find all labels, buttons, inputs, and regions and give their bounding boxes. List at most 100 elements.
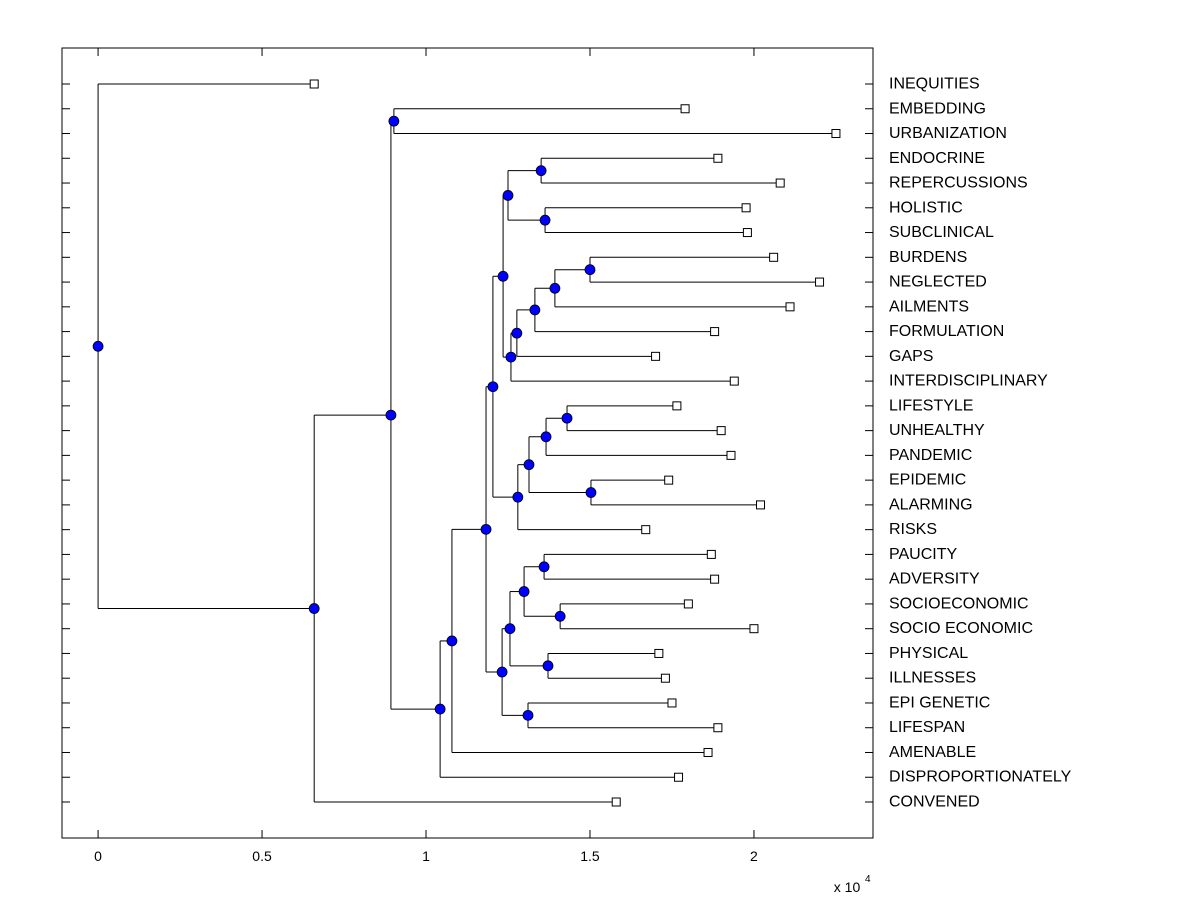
leaf-marker xyxy=(742,228,752,238)
leaf-label: ADVERSITY xyxy=(889,571,980,588)
x-tick-label: 0.5 xyxy=(252,848,272,864)
leaf-label: INTERDISCIPLINARY xyxy=(889,373,1048,390)
cluster-node-marker xyxy=(542,660,554,672)
leaf-label: PANDEMIC xyxy=(889,447,972,464)
x-tick-label: 2 xyxy=(750,848,758,864)
leaf-marker xyxy=(710,327,720,337)
leaf-label: RISKS xyxy=(889,521,937,538)
leaf-marker xyxy=(716,426,726,436)
markers xyxy=(92,79,841,807)
cluster-node-marker xyxy=(385,409,397,421)
leaf-label: SUBCLINICAL xyxy=(889,224,994,241)
leaf-labels: INEQUITIES EMBEDDING URBANIZATION ENDOCRINE… xyxy=(889,76,1072,811)
cluster-node-marker xyxy=(523,459,535,471)
leaf-marker xyxy=(664,475,674,485)
leaf-label: AMENABLE xyxy=(889,744,976,761)
leaf-label: NEGLECTED xyxy=(889,274,987,291)
leaf-label: URBANIZATION xyxy=(889,125,1007,142)
leaf-label: ALARMING xyxy=(889,496,973,513)
cluster-node-marker xyxy=(584,264,596,276)
cluster-node-marker xyxy=(497,270,509,282)
leaf-marker xyxy=(775,178,785,188)
axis-ticks xyxy=(62,48,873,838)
leaf-label: BURDENS xyxy=(889,249,967,266)
cluster-node-marker xyxy=(538,561,550,573)
leaf-marker xyxy=(741,203,751,213)
cluster-node-marker xyxy=(540,431,552,443)
leaf-label: LIFESTYLE xyxy=(889,397,973,414)
cluster-node-marker xyxy=(539,214,551,226)
cluster-node-marker xyxy=(308,603,320,614)
cluster-node-marker xyxy=(487,381,499,393)
leaf-marker xyxy=(654,648,664,658)
leaf-label: INEQUITIES xyxy=(889,76,980,93)
leaf-marker xyxy=(667,698,677,708)
leaf-label: SOCIOECONOMIC xyxy=(889,595,1029,612)
leaf-marker xyxy=(831,129,841,139)
cluster-node-marker xyxy=(480,523,492,535)
leaf-marker xyxy=(641,525,651,535)
leaf-label: GAPS xyxy=(889,348,933,365)
cluster-node-marker xyxy=(549,282,561,294)
leaf-label: PAUCITY xyxy=(889,546,957,563)
leaf-marker xyxy=(309,79,319,89)
x-multiplier-base: x 10 xyxy=(834,879,861,895)
leaf-marker xyxy=(713,153,723,163)
leaf-label: ENDOCRINE xyxy=(889,150,985,167)
leaf-label: PHYSICAL xyxy=(889,645,968,662)
cluster-node-marker xyxy=(518,586,530,597)
leaf-marker xyxy=(726,450,736,460)
leaf-label: FORMULATION xyxy=(889,323,1004,340)
leaf-label: EMBEDDING xyxy=(889,100,986,117)
leaf-label: LIFESPAN xyxy=(889,719,965,736)
leaf-label: AILMENTS xyxy=(889,298,969,315)
cluster-node-marker xyxy=(561,412,573,424)
x-tick-label: 1 xyxy=(422,848,430,864)
leaf-marker xyxy=(713,723,723,733)
leaf-marker xyxy=(651,351,661,361)
cluster-node-marker xyxy=(502,190,514,201)
leaf-label: ILLNESSES xyxy=(889,670,976,687)
leaf-label: DISPROPORTIONATELY xyxy=(889,769,1072,786)
leaf-marker xyxy=(815,277,825,287)
x-tick-labels: 0 0.5 1 1.5 2 xyxy=(94,848,758,864)
cluster-node-marker xyxy=(522,709,534,721)
cluster-node-marker xyxy=(504,623,516,635)
leaf-label: UNHEALTHY xyxy=(889,422,985,439)
leaf-marker xyxy=(749,624,759,634)
cluster-node-marker xyxy=(554,610,566,622)
leaf-marker xyxy=(680,104,690,114)
leaf-marker xyxy=(710,574,720,584)
leaf-marker xyxy=(674,772,684,782)
leaf-marker xyxy=(729,376,739,386)
cluster-node-marker xyxy=(535,165,547,177)
cluster-node-marker xyxy=(496,666,508,678)
cluster-node-marker xyxy=(388,115,400,127)
leaf-label: EPIDEMIC xyxy=(889,472,966,489)
x-tick-label: 1.5 xyxy=(580,848,600,864)
cluster-node-marker xyxy=(446,635,458,647)
leaf-marker xyxy=(683,599,693,609)
cluster-node-marker xyxy=(511,327,523,339)
cluster-node-marker xyxy=(505,351,517,363)
leaf-marker xyxy=(706,549,716,559)
cluster-node-marker xyxy=(585,487,597,498)
leaf-marker xyxy=(769,252,779,262)
leaf-label: CONVENED xyxy=(889,794,980,811)
leaf-marker xyxy=(785,302,795,312)
leaf-marker xyxy=(611,797,621,807)
leaf-marker xyxy=(703,747,713,757)
leaf-label: REPERCUSSIONS xyxy=(889,175,1028,192)
leaf-label: EPI GENETIC xyxy=(889,694,990,711)
leaf-label: HOLISTIC xyxy=(889,199,963,216)
cluster-node-marker xyxy=(529,304,541,316)
leaf-label: SOCIO ECONOMIC xyxy=(889,620,1033,637)
leaf-marker xyxy=(660,673,670,683)
plot-area xyxy=(61,47,874,839)
x-multiplier-exponent: 4 xyxy=(865,874,871,885)
leaf-marker xyxy=(672,401,682,411)
x-tick-label: 0 xyxy=(94,848,102,864)
cluster-node-marker xyxy=(92,340,104,352)
leaf-marker xyxy=(756,500,766,510)
